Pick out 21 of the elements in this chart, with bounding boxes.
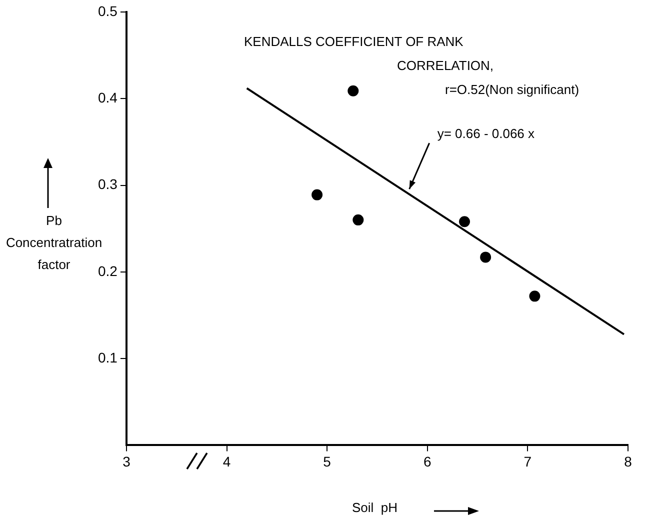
annotation: r=O.52(Non significant) xyxy=(445,82,580,97)
annotation: CORRELATION, xyxy=(397,58,494,73)
point xyxy=(459,216,470,228)
annotation: y= 0.66 - 0.066 x xyxy=(437,126,536,142)
y-tick-label: 0.1 xyxy=(98,349,118,366)
y-tick-label: 0.4 xyxy=(98,90,118,106)
y-tick-label: 0.5 xyxy=(98,2,118,19)
x-tick-label: 7 xyxy=(524,453,532,470)
x-axis-title: Soil pH xyxy=(352,500,398,515)
x-tick-label: 4 xyxy=(222,453,231,470)
point xyxy=(352,214,364,226)
x-tick-label: 3 xyxy=(122,453,131,470)
annotation: KENDALLS COEFFICIENT OF RANK xyxy=(244,34,464,49)
point xyxy=(529,290,540,302)
y-tick-label: 0.3 xyxy=(98,176,118,192)
point xyxy=(480,252,492,263)
point xyxy=(348,85,359,96)
point xyxy=(312,189,323,200)
x-tick-label: 6 xyxy=(423,453,432,470)
x-tick-label: 8 xyxy=(624,453,632,470)
x-tick-label: 5 xyxy=(323,453,332,470)
